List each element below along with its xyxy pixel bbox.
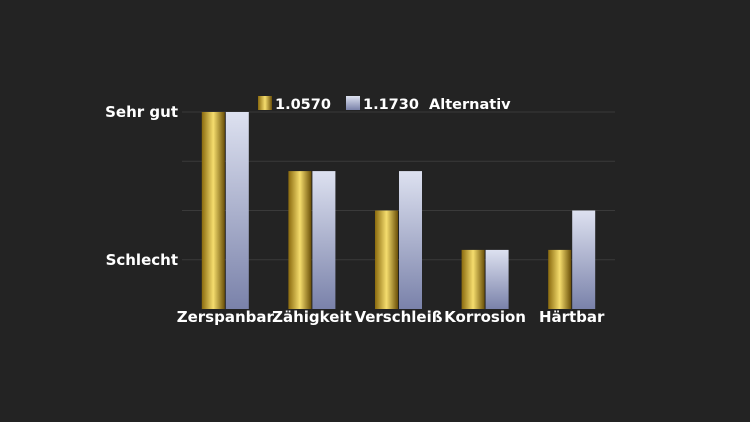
legend-label: 1.0570 [275,97,331,113]
legend-label: 1.1730 Alternativ [363,97,511,113]
bar-series1-1 [288,171,312,309]
bar-series2-4 [572,210,596,309]
bar-series2-1 [312,171,336,309]
x-tick-label: Korrosion [444,308,526,326]
bar-series1-0 [201,112,225,309]
gridlines [182,111,615,261]
legend-swatch [346,96,360,110]
legend-swatch [258,96,272,110]
x-tick-label: Zähigkeit [272,308,352,326]
x-tick-label: Zerspanbar [177,308,275,326]
bar-series1-3 [461,249,485,309]
y-tick-label: Schlecht [106,251,178,269]
bar-series2-0 [225,112,249,309]
bar-series1-4 [548,249,572,309]
legend: 1.0570 1.1730 Alternativ [258,96,511,113]
bar-series2-3 [485,249,509,309]
x-tick-label: Verschleiß [354,308,442,326]
bar-series2-2 [399,171,422,309]
y-tick-label: Sehr gut [105,103,178,121]
bars [201,112,596,309]
bar-series1-2 [375,210,398,309]
x-tick-label: Härtbar [539,308,605,326]
